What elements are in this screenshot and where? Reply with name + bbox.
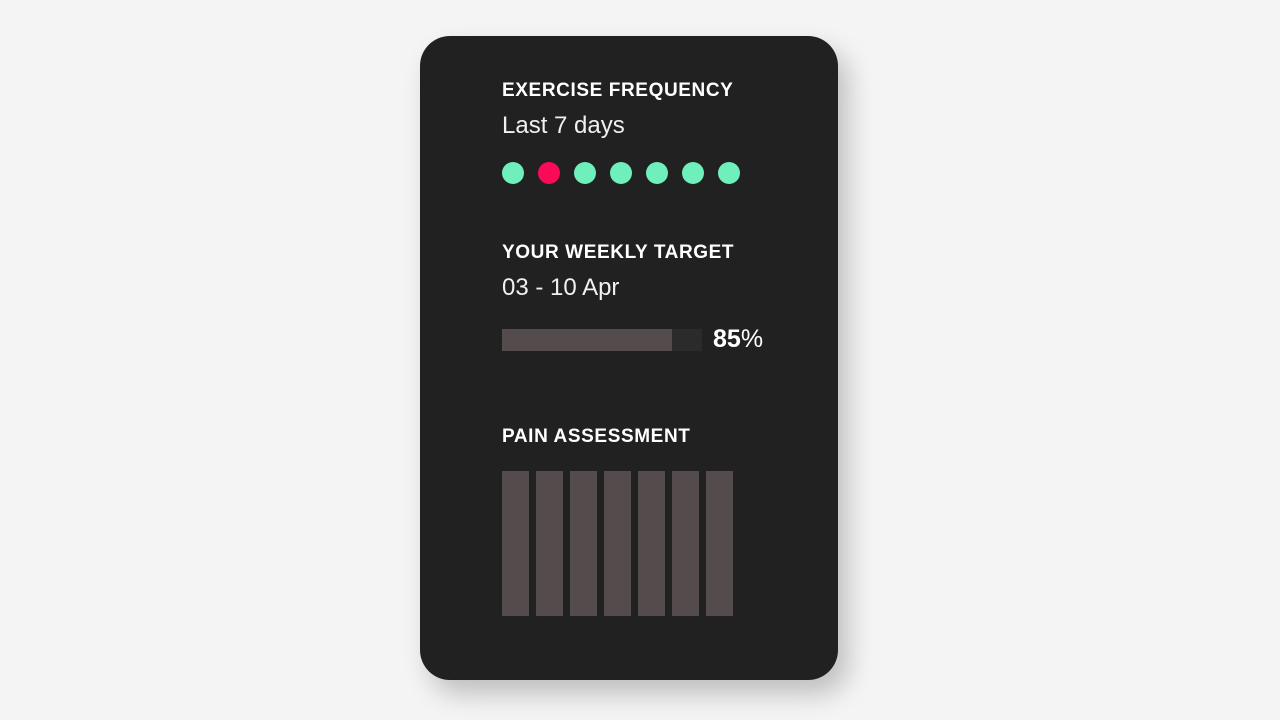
exercise-day-dot-7[interactable] (718, 162, 740, 184)
pain-assessment-bar-2[interactable] (536, 471, 563, 616)
exercise-frequency-subtitle: Last 7 days (502, 112, 625, 139)
section-exercise-frequency: EXERCISE FREQUENCY Last 7 days (502, 81, 740, 184)
weekly-target-progress-bar[interactable] (502, 328, 702, 351)
pain-assessment-bar-6[interactable] (672, 471, 699, 616)
pain-assessment-bar-5[interactable] (638, 471, 665, 616)
weekly-target-progress-label: 85% (713, 327, 763, 352)
health-summary-card: EXERCISE FREQUENCY Last 7 days YOUR WEEK… (420, 36, 838, 680)
exercise-day-dot-4[interactable] (610, 162, 632, 184)
exercise-day-dots (502, 138, 740, 184)
section-pain-assessment: PAIN ASSESSMENT (502, 427, 733, 616)
pain-assessment-title: PAIN ASSESSMENT (502, 426, 691, 447)
pain-assessment-bar-1[interactable] (502, 471, 529, 616)
pain-assessment-bar-chart (502, 446, 733, 616)
exercise-day-dot-2[interactable] (538, 162, 560, 184)
section-weekly-target: YOUR WEEKLY TARGET 03 - 10 Apr 85% (502, 243, 763, 352)
weekly-target-date-range: 03 - 10 Apr (502, 274, 620, 301)
weekly-target-percent-number: 85 (713, 325, 741, 353)
exercise-day-dot-3[interactable] (574, 162, 596, 184)
exercise-frequency-title: EXERCISE FREQUENCY (502, 80, 734, 101)
exercise-day-dot-6[interactable] (682, 162, 704, 184)
pain-assessment-bar-7[interactable] (706, 471, 733, 616)
card-content: EXERCISE FREQUENCY Last 7 days YOUR WEEK… (502, 36, 838, 680)
pain-assessment-bar-3[interactable] (570, 471, 597, 616)
exercise-day-dot-5[interactable] (646, 162, 668, 184)
weekly-target-progress-fill (502, 328, 672, 351)
pain-assessment-bar-4[interactable] (604, 471, 631, 616)
weekly-target-progress-row: 85% (502, 300, 763, 352)
weekly-target-title: YOUR WEEKLY TARGET (502, 242, 735, 263)
weekly-target-percent-unit: % (740, 325, 764, 353)
exercise-day-dot-1[interactable] (502, 162, 524, 184)
